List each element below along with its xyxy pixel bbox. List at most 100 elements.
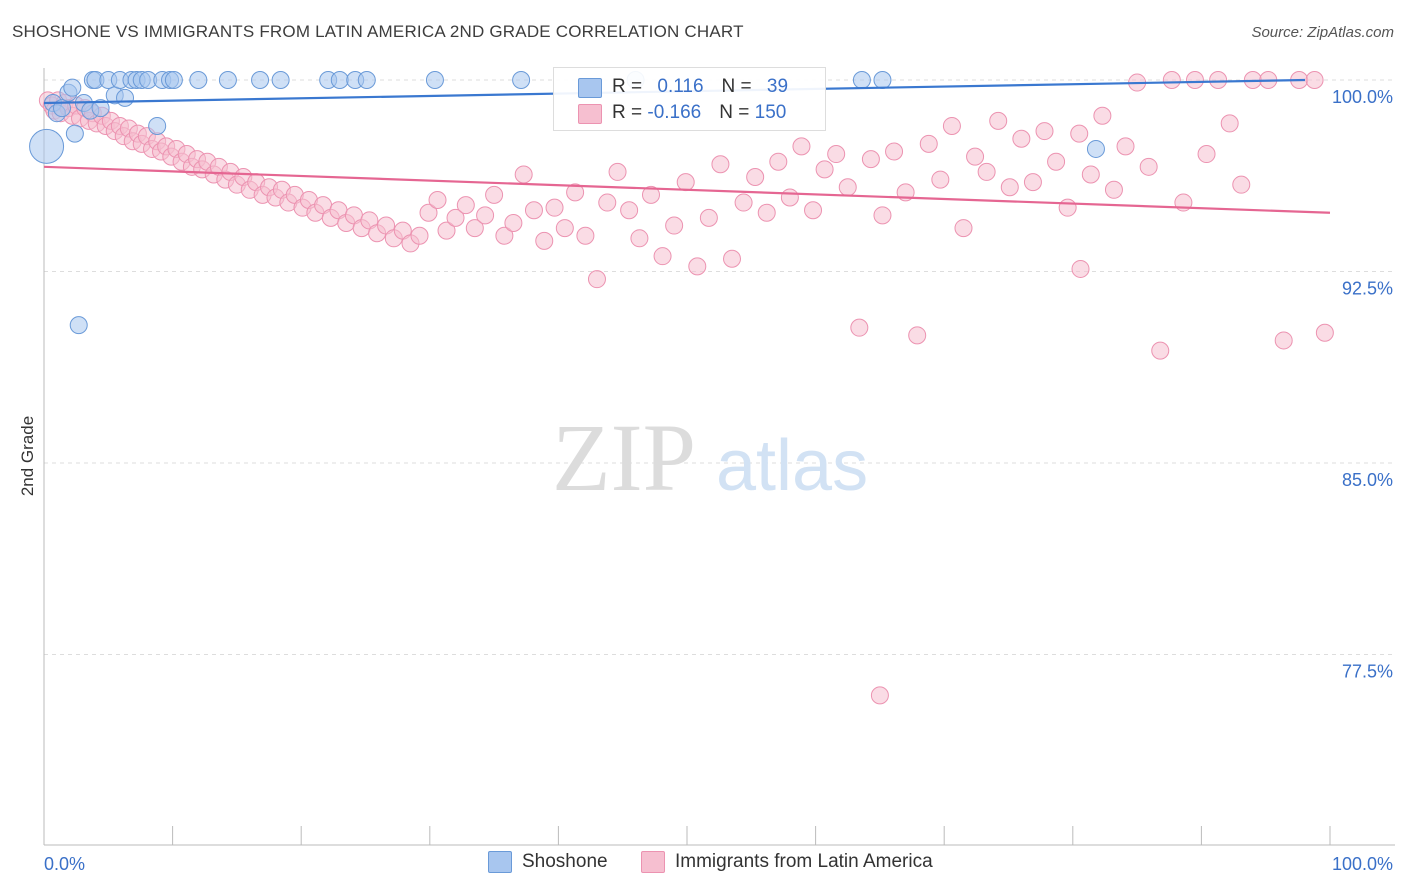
immigrants-point xyxy=(1070,124,1089,143)
immigrants-point xyxy=(1071,259,1090,278)
immigrants-point xyxy=(653,247,672,266)
immigrants-point xyxy=(1104,180,1123,199)
immigrants-point xyxy=(665,216,684,235)
legend-n-label: N = xyxy=(719,102,755,123)
legend-n-value: 39 xyxy=(766,76,789,97)
immigrants-point xyxy=(1197,145,1216,164)
shoshone-point xyxy=(512,71,531,89)
immigrants-point xyxy=(1093,106,1112,125)
source-label: Source: ZipAtlas.com xyxy=(1251,24,1394,41)
shoshone-point xyxy=(29,128,65,164)
immigrants-point xyxy=(931,170,950,189)
immigrants-point xyxy=(620,201,639,220)
immigrants-point xyxy=(850,318,869,337)
immigrants-point xyxy=(630,229,649,248)
immigrants-point xyxy=(535,231,554,250)
immigrants-trend-line xyxy=(43,165,1331,214)
shoshone-point xyxy=(271,71,290,89)
shoshone-point xyxy=(65,124,84,143)
immigrants-point xyxy=(1162,71,1181,89)
immigrants-point xyxy=(1058,198,1077,217)
shoshone-point xyxy=(189,71,208,89)
legend-n-label: N = xyxy=(721,76,757,97)
y-tick-labels: 100.0% 92.5% 85.0% 77.5% xyxy=(1332,87,1393,682)
shoshone-point xyxy=(330,71,349,89)
watermark-zip: ZIP xyxy=(552,404,696,511)
shoshone-point xyxy=(852,71,871,89)
immigrants-point xyxy=(1220,114,1239,133)
x-tick-label: 100.0% xyxy=(1332,854,1393,874)
immigrants-point xyxy=(419,203,438,222)
immigrants-point xyxy=(873,206,892,225)
immigrants-point xyxy=(410,226,429,245)
y-tick-label: 92.5% xyxy=(1342,279,1393,299)
immigrants-point xyxy=(1232,175,1251,194)
immigrants-point xyxy=(608,162,627,181)
immigrants-point xyxy=(757,203,776,222)
shoshone-point xyxy=(873,71,892,89)
immigrants-point xyxy=(827,145,846,164)
shoshone-point xyxy=(1086,139,1105,158)
immigrants-point xyxy=(456,196,475,215)
shoshone-point xyxy=(164,71,183,89)
immigrants-point xyxy=(504,213,523,232)
y-tick-label: 100.0% xyxy=(1332,87,1393,107)
immigrants-point xyxy=(966,147,985,166)
immigrants-point xyxy=(977,162,996,181)
immigrants-point xyxy=(437,221,456,240)
immigrants-point xyxy=(1209,71,1228,89)
legend-r-label: R = xyxy=(612,76,648,97)
immigrants-point xyxy=(792,137,811,156)
legend-row-immigrants: R = -0.166 N = 150 xyxy=(554,102,824,128)
bottom-legend-label: Immigrants from Latin America xyxy=(675,851,933,873)
immigrants-point xyxy=(838,178,857,197)
watermark-atlas: atlas xyxy=(716,426,868,506)
immigrants-point xyxy=(641,185,660,204)
shoshone-point xyxy=(251,71,270,89)
bottom-legend-label: Shoshone xyxy=(522,851,608,873)
immigrants-point xyxy=(711,155,730,174)
bottom-legend-shoshone: Shoshone xyxy=(488,851,608,877)
immigrants-point xyxy=(555,219,574,238)
legend-r-value: -0.166 xyxy=(647,102,702,123)
shoshone-point xyxy=(218,71,237,89)
shoshone-point xyxy=(357,71,376,89)
chart-title: SHOSHONE VS IMMIGRANTS FROM LATIN AMERIC… xyxy=(12,22,744,41)
legend-n-value: 150 xyxy=(754,102,787,123)
shoshone-point xyxy=(425,71,444,89)
immigrants-point xyxy=(1116,137,1135,156)
immigrants-point xyxy=(587,270,606,289)
immigrants-point xyxy=(1012,129,1031,148)
immigrants-point xyxy=(428,191,447,210)
bottom-legend-immigrants: Immigrants from Latin America xyxy=(641,851,933,877)
immigrants-point xyxy=(746,168,765,187)
immigrants-point xyxy=(989,111,1008,130)
immigrants-point xyxy=(723,249,742,268)
legend-r-value: 0.116 xyxy=(657,76,704,97)
watermark: ZIP atlas xyxy=(552,404,868,511)
immigrants-point xyxy=(1081,165,1100,184)
immigrants-point xyxy=(524,201,543,220)
legend-row-shoshone: R = 0.116 N = 39 xyxy=(554,76,824,102)
shoshone-point xyxy=(53,99,72,118)
immigrants-point xyxy=(885,142,904,161)
immigrants-point xyxy=(514,165,533,184)
stats-legend: R = 0.116 N = 39 R = -0.166 N = 150 xyxy=(553,67,826,131)
immigrants-point xyxy=(598,193,617,212)
legend-swatch-blue xyxy=(578,78,602,98)
shoshone-point xyxy=(148,116,167,135)
immigrants-point xyxy=(1315,323,1334,342)
immigrants-point xyxy=(861,150,880,169)
immigrants-point xyxy=(870,686,889,705)
immigrants-point xyxy=(1023,173,1042,192)
immigrants-point xyxy=(465,219,484,238)
shoshone-point xyxy=(69,316,88,335)
immigrants-point xyxy=(566,183,585,202)
immigrants-point xyxy=(769,152,788,171)
x-tick-label: 0.0% xyxy=(44,854,85,874)
immigrants-point xyxy=(1139,157,1158,176)
immigrants-point xyxy=(1185,71,1204,89)
immigrants-point xyxy=(942,116,961,135)
immigrants-point xyxy=(688,257,707,276)
